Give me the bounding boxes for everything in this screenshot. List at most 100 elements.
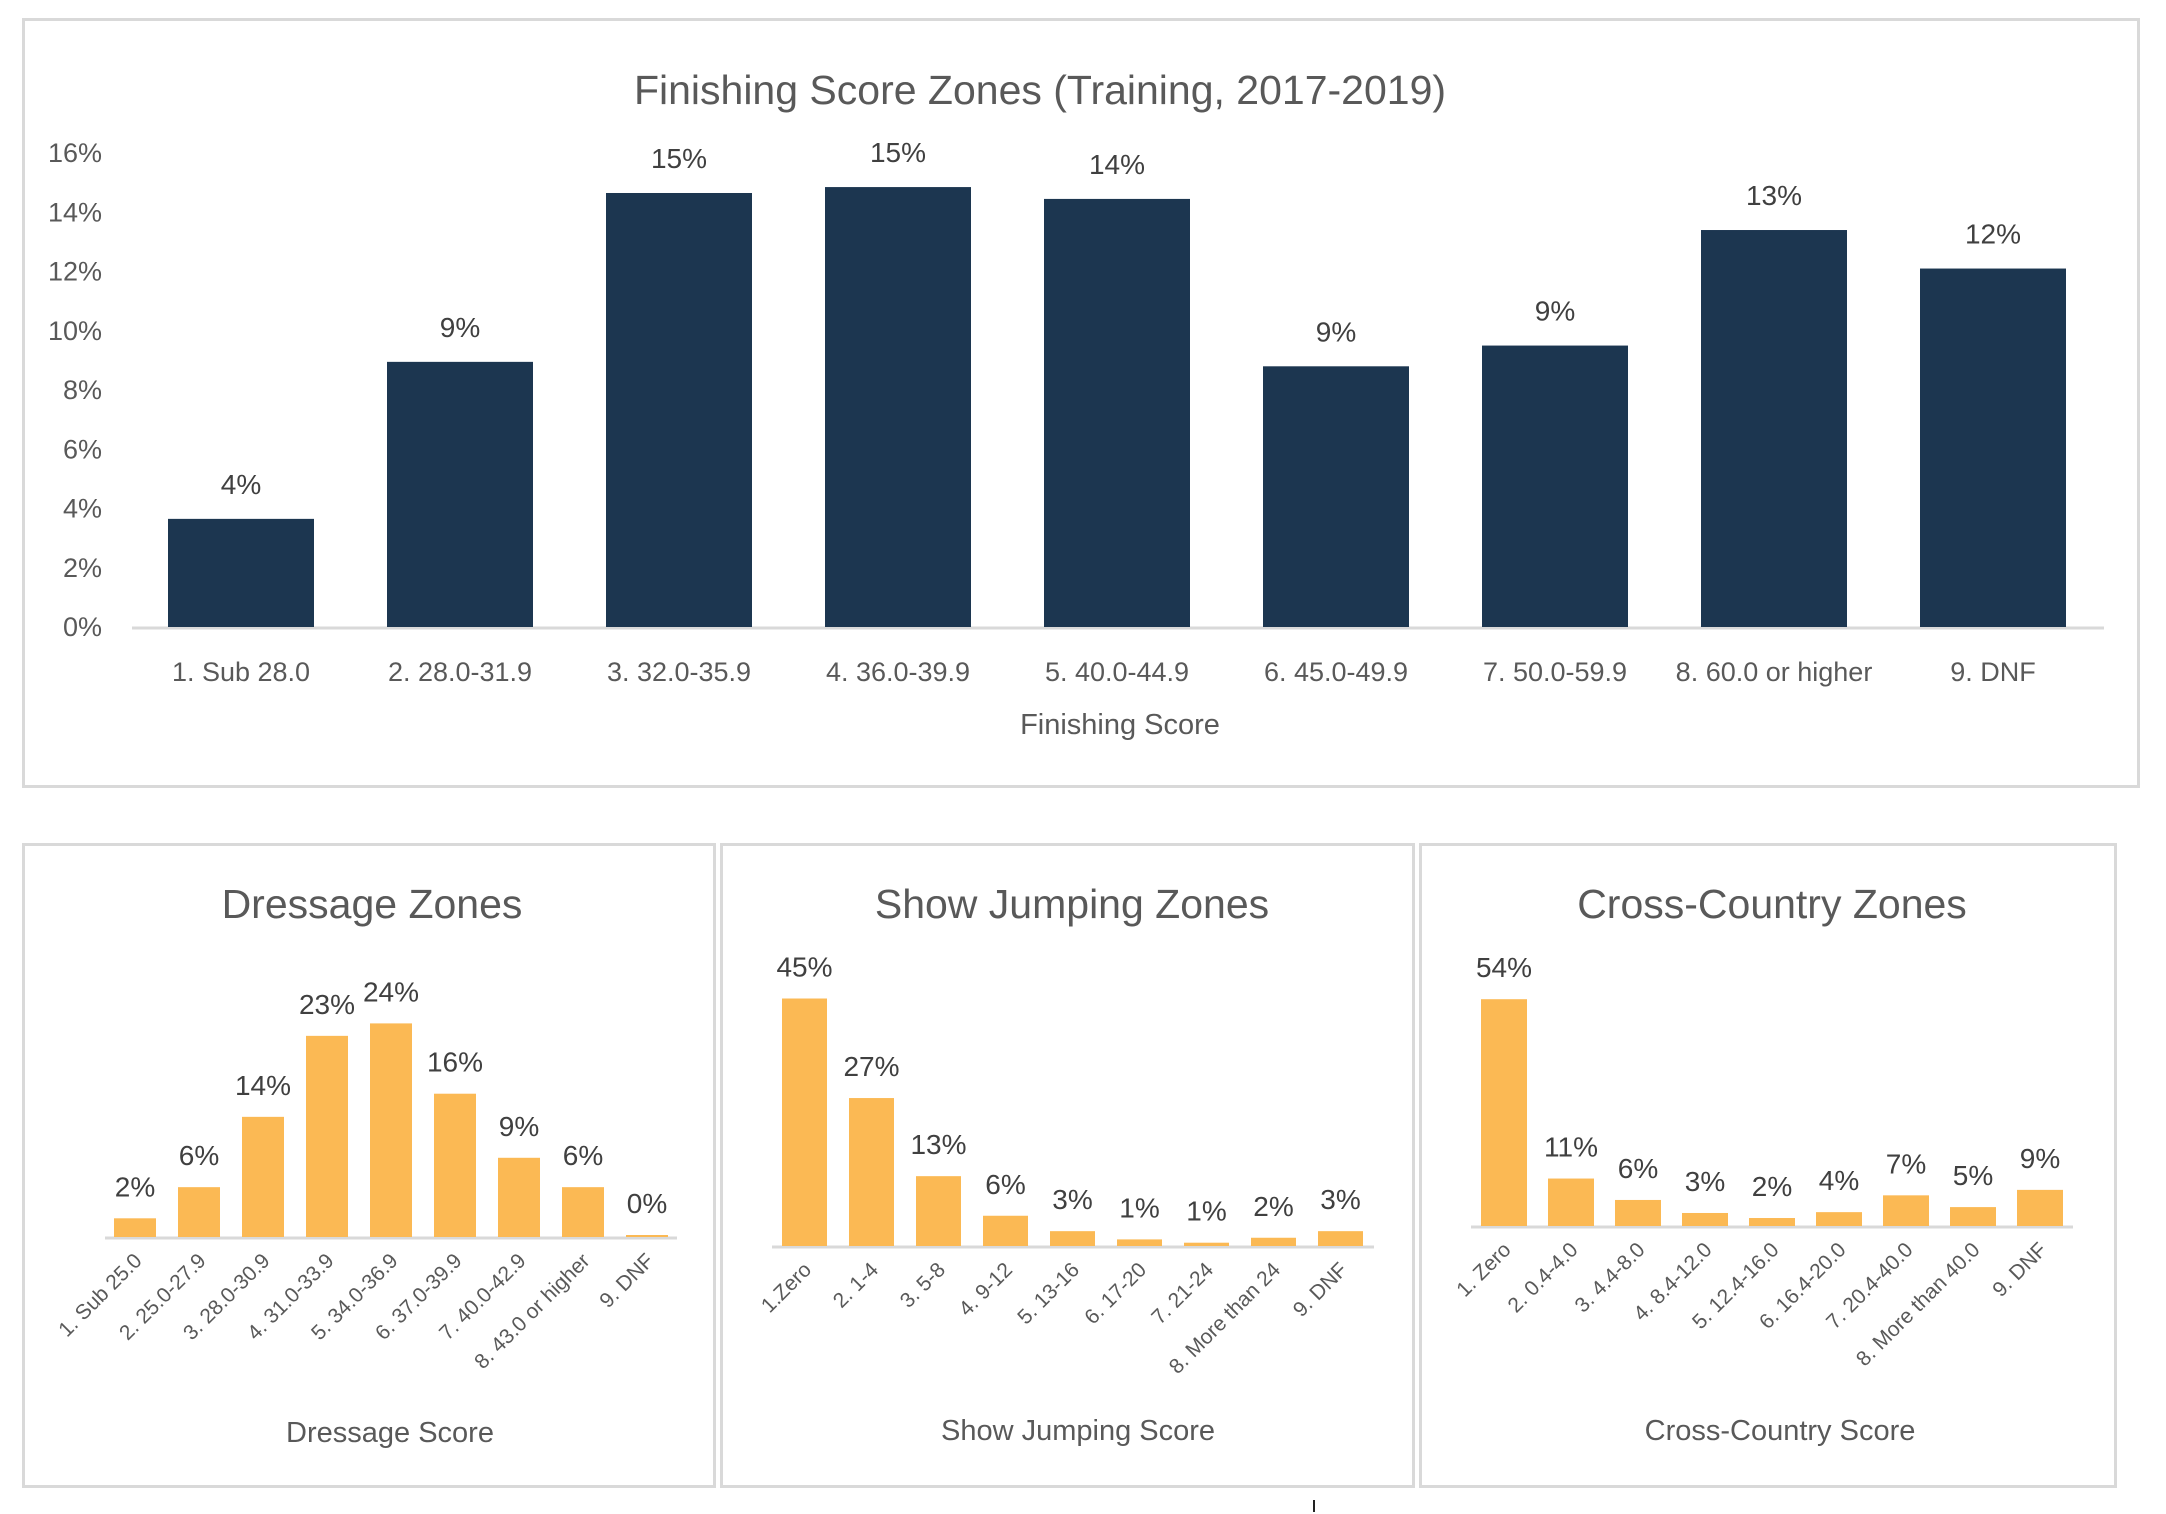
main-bar-data-label: 15% — [870, 137, 926, 168]
dressage-chart-panel — [22, 843, 716, 1488]
main-bar — [825, 187, 971, 627]
dressage-x-tick-label: 9. DNF — [595, 1249, 658, 1312]
show_jumping-x-tick-label: 3. 5-8 — [896, 1258, 950, 1312]
show_jumping-x-tick-label: 5. 13-16 — [1013, 1258, 1084, 1329]
main-chart-title: Finishing Score Zones (Training, 2017-20… — [634, 67, 1446, 113]
cross_country-bar-data-label: 3% — [1685, 1166, 1725, 1197]
dressage-bar — [306, 1035, 348, 1237]
dressage-bar — [370, 1023, 412, 1237]
cross_country-x-tick-label: 1. Zero — [1452, 1238, 1515, 1301]
cross_country-bar-data-label: 9% — [2020, 1143, 2060, 1174]
cross_country-x-tick-label: 9. DNF — [1988, 1238, 2051, 1301]
dressage-bar — [114, 1218, 156, 1237]
show_jumping-x-tick-label: 2. 1-4 — [829, 1258, 883, 1312]
show_jumping-bar — [1184, 1242, 1229, 1246]
main-bar-data-label: 12% — [1965, 219, 2021, 250]
dressage-bar-data-label: 24% — [363, 976, 419, 1007]
cross_country-bar — [1481, 999, 1527, 1226]
show_jumping-bar-data-label: 13% — [910, 1129, 966, 1160]
main-bar-data-label: 14% — [1089, 149, 1145, 180]
show_jumping-x-tick-label: 1.Zero — [757, 1258, 816, 1317]
show_jumping-x-tick-label: 6. 17-20 — [1080, 1258, 1151, 1329]
main-bar — [1701, 230, 1847, 627]
main-x-tick-label: 7. 50.0-59.9 — [1483, 657, 1627, 687]
dressage-bar-data-label: 23% — [299, 989, 355, 1020]
main-x-tick-label: 2. 28.0-31.9 — [388, 657, 532, 687]
show_jumping-x-tick-label: 4. 9-12 — [955, 1258, 1018, 1321]
main-bar-data-label: 9% — [1316, 316, 1356, 347]
cross_country-bar — [1749, 1218, 1795, 1226]
main-y-tick-label: 8% — [63, 375, 102, 405]
dressage-bar-data-label: 0% — [627, 1188, 667, 1219]
main-x-tick-label: 1. Sub 28.0 — [172, 657, 310, 687]
dressage-bar — [626, 1235, 668, 1237]
show_jumping-bar-data-label: 2% — [1253, 1191, 1293, 1222]
cross_country-bar-data-label: 7% — [1886, 1148, 1926, 1179]
show-jumping-chart-panel — [720, 843, 1415, 1488]
main-bar-data-label: 13% — [1746, 180, 1802, 211]
main-y-tick-label: 0% — [63, 612, 102, 642]
show_jumping-bar — [1050, 1231, 1095, 1246]
show_jumping-bar — [1117, 1239, 1162, 1246]
cross_country-bar-data-label: 54% — [1476, 952, 1532, 983]
cross_country-bar — [2017, 1189, 2063, 1226]
cross_country-bar — [1816, 1212, 1862, 1226]
dressage-chart-title: Dressage Zones — [222, 881, 523, 927]
main-y-tick-label: 4% — [63, 494, 102, 524]
dressage-bar — [562, 1187, 604, 1237]
main-bar-data-label: 9% — [1535, 296, 1575, 327]
main-y-tick-label: 6% — [63, 434, 102, 464]
cross-country-chart-panel — [1419, 843, 2117, 1488]
dressage-bar — [178, 1187, 220, 1237]
show_jumping-bar — [782, 998, 827, 1246]
cross-country-chart-x-axis-title: Cross-Country Score — [1645, 1415, 1916, 1447]
dressage-bar-data-label: 14% — [235, 1070, 291, 1101]
cross_country-bar-data-label: 2% — [1752, 1171, 1792, 1202]
cross-country-chart-title: Cross-Country Zones — [1577, 881, 1967, 927]
show_jumping-bar-data-label: 45% — [776, 952, 832, 983]
main-chart-y-axis: 0% 2% 4% 6% 8% 10% 12% 14% 16% — [48, 138, 102, 642]
dressage-bar-data-label: 6% — [179, 1140, 219, 1171]
show_jumping-bar-data-label: 27% — [843, 1051, 899, 1082]
dressage-chart-bars: 2%1. Sub 25.06%2. 25.0-27.914%3. 28.0-30… — [54, 976, 677, 1374]
show-jumping-chart-bars: 45% 1.Zero 27% 2. 1-4 13% 3. 5-8 6% 4. 9-12 3% 5.… — [757, 952, 1374, 1379]
main-bar-data-label: 15% — [651, 143, 707, 174]
dressage-bar-data-label: 9% — [499, 1111, 539, 1142]
main-y-tick-label: 2% — [63, 553, 102, 583]
main-bar — [1482, 345, 1628, 627]
show_jumping-bar-data-label: 1% — [1186, 1196, 1226, 1227]
main-y-tick-label: 14% — [48, 197, 102, 227]
dressage-bar-data-label: 2% — [115, 1171, 155, 1202]
cross_country-bar — [1950, 1207, 1996, 1226]
cross_country-bar-data-label: 11% — [1544, 1132, 1598, 1163]
main-x-tick-label: 3. 32.0-35.9 — [607, 657, 751, 687]
show_jumping-bar — [983, 1215, 1028, 1246]
show_jumping-bar-data-label: 3% — [1320, 1184, 1360, 1215]
main-bar — [1920, 268, 2066, 627]
main-x-tick-label: 6. 45.0-49.9 — [1264, 657, 1408, 687]
main-x-tick-label: 4. 36.0-39.9 — [826, 657, 970, 687]
main-x-tick-label: 8. 60.0 or higher — [1676, 657, 1873, 687]
show_jumping-bar — [1251, 1237, 1296, 1246]
show_jumping-bar-data-label: 3% — [1052, 1184, 1092, 1215]
dressage-bar — [242, 1116, 284, 1237]
cross_country-bar — [1548, 1178, 1594, 1226]
show_jumping-bar — [849, 1098, 894, 1246]
stray-mark — [1313, 1500, 1315, 1512]
cross_country-bar — [1682, 1212, 1728, 1226]
main-bar — [168, 518, 314, 627]
main-chart-x-axis-title: Finishing Score — [1020, 709, 1220, 741]
main-bar — [387, 361, 533, 627]
show_jumping-bar-data-label: 6% — [985, 1169, 1025, 1200]
show-jumping-chart-title: Show Jumping Zones — [875, 881, 1269, 927]
show-jumping-chart-x-axis-title: Show Jumping Score — [941, 1415, 1215, 1447]
cross_country-x-tick-label: 2. 0.4-4.0 — [1504, 1238, 1583, 1317]
main-bar — [1044, 198, 1190, 627]
main-y-tick-label: 16% — [48, 138, 102, 168]
cross_country-bar-data-label: 4% — [1819, 1165, 1859, 1196]
dressage-x-tick-label: 8. 43.0 or higher — [470, 1249, 594, 1373]
main-bar — [606, 192, 752, 627]
dressage-bar — [498, 1157, 540, 1237]
